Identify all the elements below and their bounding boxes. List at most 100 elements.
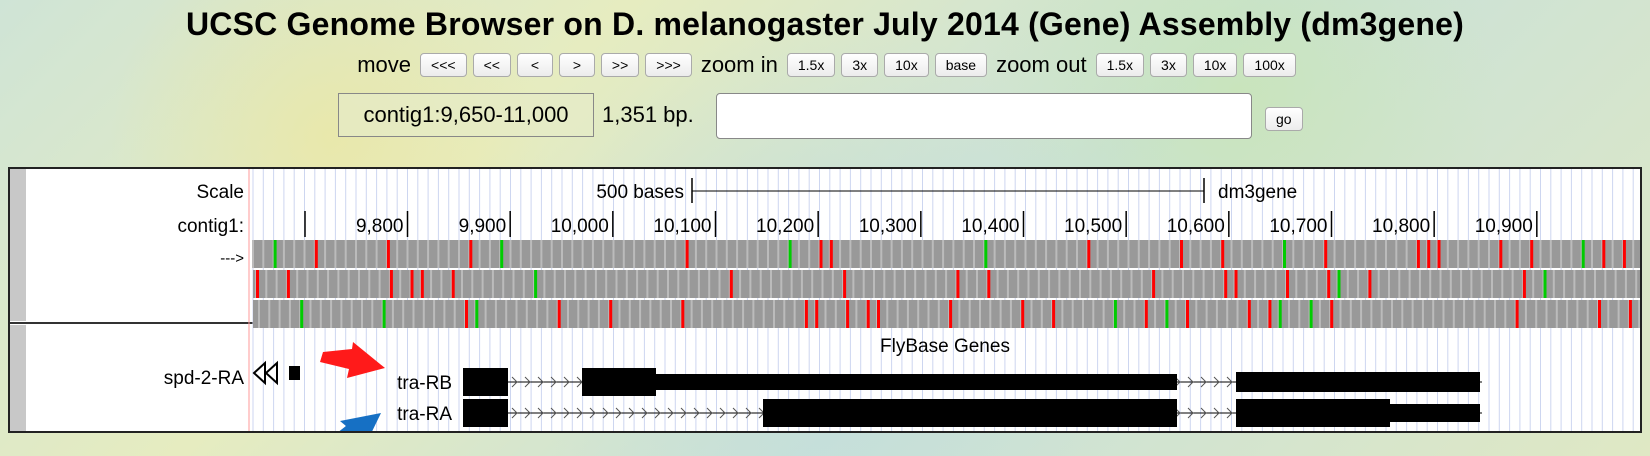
search-input[interactable] [716,93,1252,139]
start-codon-mark [1278,300,1282,328]
intron-arrow [667,407,674,419]
move-right-small-button[interactable]: > [558,53,595,77]
stop-codon-mark [829,240,833,268]
stop-codon-mark [987,270,991,298]
intron-arrow [693,407,700,419]
zoom-in-base-button[interactable]: base [934,53,988,77]
stop-codon-mark [469,240,473,268]
ruler-tick-label: 10,300 [859,216,917,237]
move-right-medium-button[interactable]: >> [600,53,640,77]
intron-arrow [602,407,609,419]
codon-frame-row [253,240,1640,268]
intron-arrow [1226,407,1233,419]
gene-exon [463,368,508,396]
start-codon-mark [300,300,304,328]
gene-label-tra-rb: tra-RB [397,373,452,394]
gene-exon [1390,404,1480,422]
gene-exon [1236,372,1480,392]
track-svg: Scale contig1: ---> 500 bases dm3gene 9,800 9,… [10,169,1640,431]
blue-annotation-arrow [339,413,381,431]
stop-codon-mark [866,300,870,328]
stop-codon-mark [256,270,259,298]
intron-arrow [654,407,661,419]
zoom-in-1-5x-button[interactable]: 1.5x [786,53,836,77]
zoom-out-100x-button[interactable]: 100x [1243,53,1296,77]
stop-codon-mark [1602,240,1606,268]
gene-exon [463,399,508,427]
stop-codon-mark [1427,240,1431,268]
ruler-tick-label: 10,600 [1167,216,1225,237]
intron-arrow [732,407,739,419]
ruler-tick-label: 10,500 [1064,216,1122,237]
zoom-in-3x-button[interactable]: 3x [841,53,879,77]
codon-frame-row [253,300,1640,328]
intron-arrow [628,407,635,419]
intron-arrow [537,407,544,419]
start-codon-mark [1543,270,1547,298]
genes-track-title: FlyBase Genes [880,336,1010,357]
stop-codon-mark [1186,300,1189,328]
stop-codon-mark [314,240,318,268]
move-right-far-button[interactable]: >>> [645,53,692,77]
track-side-bar [10,169,26,321]
intron-arrow [641,407,648,419]
stop-codon-mark [609,300,613,328]
ruler-tick-label: 10,900 [1475,216,1533,237]
move-left-medium-button[interactable]: << [472,53,511,77]
chrom-label: contig1: [177,216,244,237]
intron-arrow [511,376,518,388]
stop-codon-mark [1268,300,1272,328]
stop-codon-mark [1152,270,1156,298]
go-button[interactable]: go [1265,107,1303,131]
intron-arrow [706,407,713,419]
red-annotation-arrow [320,342,385,378]
ruler-tick-label: 10,000 [551,216,609,237]
zoom-in-10x-button[interactable]: 10x [884,53,929,77]
intron-arrow [1200,376,1207,388]
start-codon-mark [382,300,386,328]
stop-codon-mark [877,300,880,328]
stop-codon-mark [1416,240,1420,268]
start-codon-mark [475,300,479,328]
start-codon-mark [1165,300,1169,328]
start-codon-mark [1283,240,1286,268]
stop-codon-mark [389,270,393,298]
intron-arrow [550,407,557,419]
start-codon-mark [788,240,792,268]
stop-codon-mark [1522,270,1526,298]
start-codon-mark [273,240,277,268]
stop-codon-mark [1598,300,1601,328]
move-left-far-button[interactable]: <<< [420,53,467,77]
stop-codon-mark [956,270,960,298]
intron-arrow [511,407,518,419]
stop-codon-mark [1180,240,1183,268]
stop-codon-mark [843,270,847,298]
strand-label: ---> [220,250,244,267]
stop-codon-mark [1327,270,1331,298]
gene-label-spd-2-ra: spd-2-RA [164,368,245,389]
move-left-small-button[interactable]: < [516,53,553,77]
ruler-tick-label: 10,100 [653,216,711,237]
intron-arrow [680,407,687,419]
scale-label: Scale [196,182,244,203]
zoom-out-10x-button[interactable]: 10x [1192,53,1238,77]
stop-codon-mark [557,300,561,328]
intron-arrow [1213,376,1220,388]
ruler-tick-label: 9,800 [356,216,404,237]
start-codon-mark [1581,240,1585,268]
zoom-out-1-5x-button[interactable]: 1.5x [1095,53,1145,77]
intron-arrow [1213,407,1220,419]
zoom-out-3x-button[interactable]: 3x [1150,53,1187,77]
intron-arrow [537,376,544,388]
stop-codon-mark [1324,240,1328,268]
gene-strand-arrow [252,360,266,386]
position-row: contig1:9,650-11,000 1,351 bp. go [0,93,1650,143]
intron-arrow [576,407,583,419]
intron-arrow [524,376,531,388]
navigation-row: move <<< << < > >> >>> zoom in 1.5x 3x 1… [0,52,1650,78]
stop-codon-mark [815,300,819,328]
intron-arrow [1187,407,1194,419]
ruler-tick-label: 9,900 [459,216,507,237]
stop-codon-mark [1247,300,1251,328]
intron-arrow [1226,376,1233,388]
